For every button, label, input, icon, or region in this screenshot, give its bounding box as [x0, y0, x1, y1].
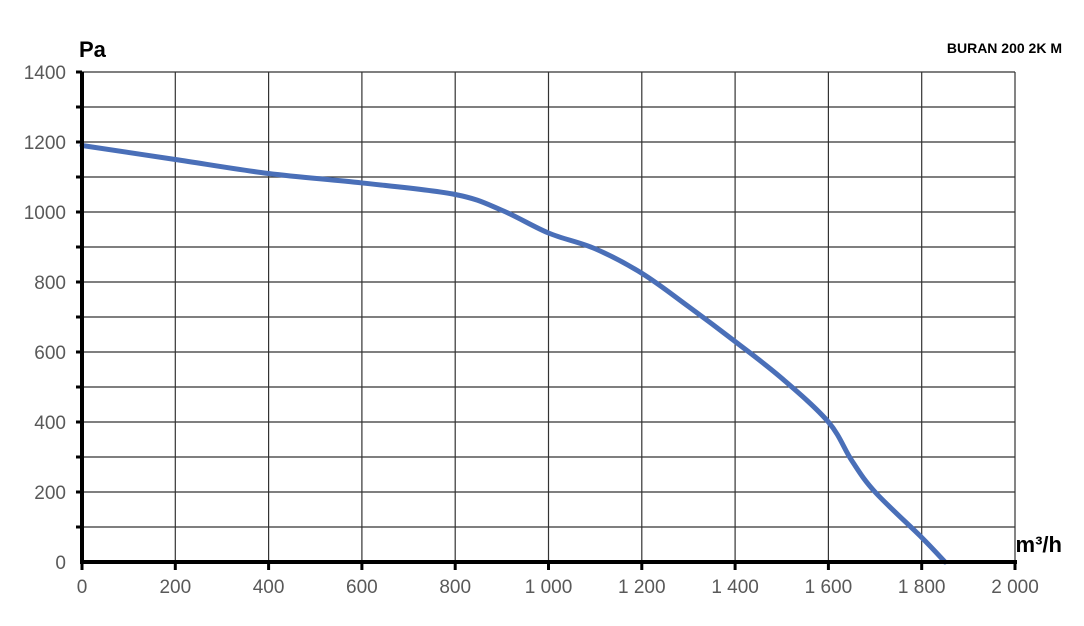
x-tick-label: 0: [77, 577, 88, 598]
x-tick-label: 2 000: [991, 577, 1039, 598]
series-lines: [79, 143, 948, 565]
x-tick-label: 800: [439, 577, 471, 598]
y-tick-label: 400: [34, 413, 66, 434]
x-tick-label: 1 800: [898, 577, 946, 598]
y-tick-label: 600: [34, 343, 66, 364]
x-tick-label: 400: [253, 577, 285, 598]
x-tick-label: 1 600: [805, 577, 853, 598]
grid: [82, 71, 1016, 562]
y-tick-label: 1200: [24, 133, 66, 154]
x-tick-label: 600: [346, 577, 378, 598]
y-tick-label: 200: [34, 483, 66, 504]
pressure-curve: [79, 143, 948, 565]
y-tick-label: 800: [34, 273, 66, 294]
x-tick-label: 1 400: [711, 577, 759, 598]
y-axis-label: Pa: [79, 37, 107, 62]
y-tick-label: 1000: [24, 203, 66, 224]
x-tick-label: 200: [159, 577, 191, 598]
tick-labels: 0 200 400 600 800 1 000 1 200 1 400 1 600 1 800 2 …: [24, 63, 1039, 598]
y-tick-label: 1400: [24, 63, 66, 84]
axes: [76, 70, 1017, 570]
x-axis-label: m³/h: [1016, 532, 1062, 557]
chart-title: BURAN 200 2K M: [947, 40, 1062, 56]
x-tick-label: 1 000: [525, 577, 573, 598]
x-tick-label: 1 200: [618, 577, 666, 598]
y-tick-label: 0: [55, 553, 66, 574]
